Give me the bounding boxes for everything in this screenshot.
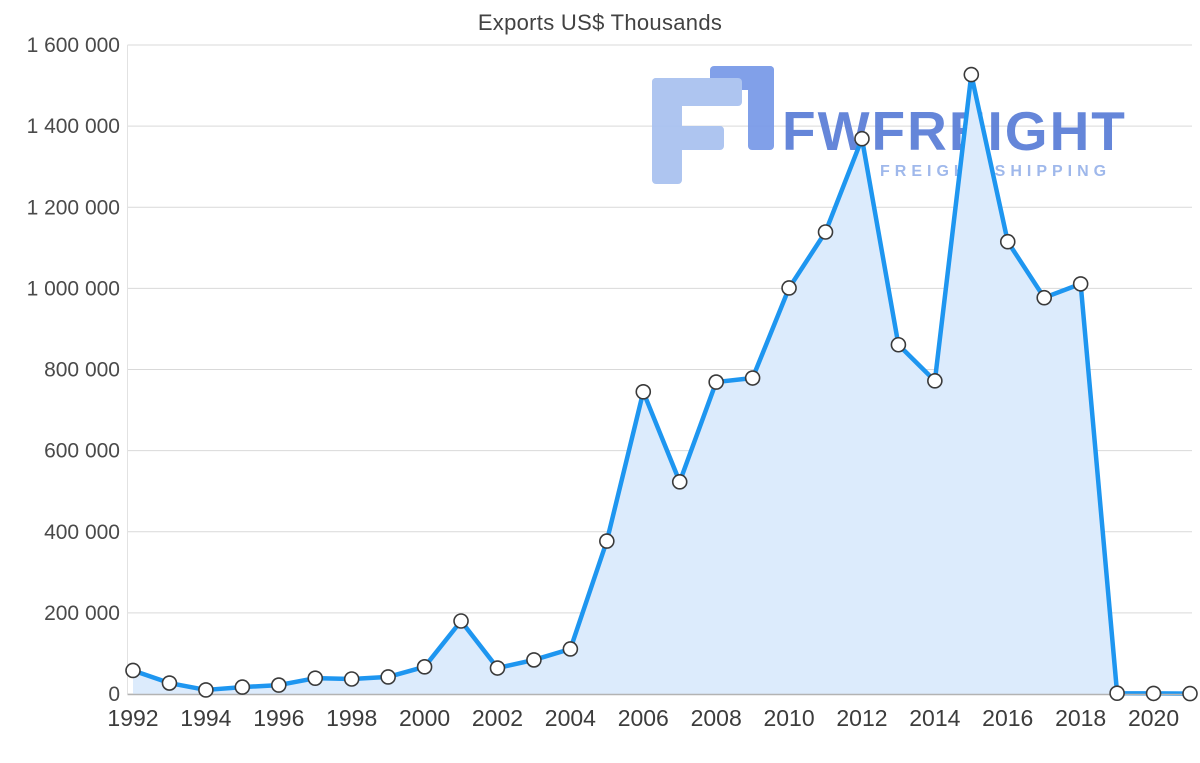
x-axis-tick-label: 2000 bbox=[399, 705, 450, 731]
y-axis-tick-label: 1 000 000 bbox=[27, 277, 120, 300]
y-axis-tick-label: 1 400 000 bbox=[27, 115, 120, 138]
series-area bbox=[133, 74, 1190, 695]
data-point-marker[interactable] bbox=[708, 374, 724, 390]
data-point-marker[interactable] bbox=[781, 280, 797, 296]
data-point-marker[interactable] bbox=[854, 130, 870, 147]
data-point-marker[interactable] bbox=[562, 641, 579, 657]
x-axis-tick-label: 1992 bbox=[107, 705, 158, 731]
y-axis-tick-label: 1 600 000 bbox=[27, 34, 120, 57]
data-point-marker[interactable] bbox=[1036, 289, 1053, 306]
logo-shape bbox=[748, 66, 774, 150]
x-axis-tick-label: 2020 bbox=[1128, 705, 1179, 731]
x-axis-tick-label: 2012 bbox=[836, 705, 887, 731]
data-point-marker[interactable] bbox=[526, 652, 542, 668]
x-axis-tick-label: 2014 bbox=[909, 705, 960, 731]
data-point-marker[interactable] bbox=[1109, 685, 1125, 701]
y-axis-tick-label: 200 000 bbox=[44, 602, 120, 625]
y-axis-tick-label: 400 000 bbox=[44, 521, 120, 544]
data-point-marker[interactable] bbox=[817, 224, 834, 240]
x-axis-tick-label: 2002 bbox=[472, 705, 523, 731]
data-point-marker[interactable] bbox=[671, 474, 688, 490]
logo-shape bbox=[652, 126, 724, 150]
data-point-marker[interactable] bbox=[489, 660, 506, 676]
watermark-brand-text: FWFREIGHT bbox=[782, 100, 1127, 162]
data-point-marker[interactable] bbox=[343, 671, 360, 687]
y-axis-tick-label: 600 000 bbox=[44, 440, 120, 463]
data-point-marker[interactable] bbox=[999, 233, 1016, 250]
data-point-marker[interactable] bbox=[599, 533, 615, 549]
data-point-marker[interactable] bbox=[635, 384, 652, 400]
data-point-marker[interactable] bbox=[161, 675, 178, 691]
x-axis-tick-label: 1994 bbox=[180, 705, 231, 731]
fwfreight-logo-icon bbox=[652, 66, 774, 184]
x-axis-tick-label: 2016 bbox=[982, 705, 1033, 731]
data-point-marker[interactable] bbox=[453, 613, 469, 629]
data-point-marker[interactable] bbox=[744, 370, 761, 386]
data-point-marker[interactable] bbox=[963, 66, 980, 83]
data-point-marker[interactable] bbox=[270, 677, 287, 693]
y-axis-tick-label: 0 bbox=[108, 683, 120, 706]
data-point-marker[interactable] bbox=[416, 659, 433, 675]
data-point-marker[interactable] bbox=[198, 682, 214, 698]
chart-title: Exports US$ Thousands bbox=[477, 10, 723, 35]
y-axis-tick-label: 1 200 000 bbox=[27, 196, 120, 219]
x-axis-tick-label: 2004 bbox=[545, 705, 596, 731]
x-axis-tick-label: 1998 bbox=[326, 705, 377, 731]
y-axis-tick-label: 800 000 bbox=[44, 359, 120, 382]
data-point-marker[interactable] bbox=[890, 336, 907, 353]
x-axis-tick-label: 2010 bbox=[763, 705, 814, 731]
data-point-marker[interactable] bbox=[1182, 685, 1198, 702]
data-point-marker[interactable] bbox=[927, 373, 943, 389]
data-point-marker[interactable] bbox=[234, 679, 251, 695]
data-point-marker[interactable] bbox=[307, 670, 324, 686]
x-axis-tick-label: 2008 bbox=[691, 705, 742, 731]
x-axis-tick-label: 2006 bbox=[618, 705, 669, 731]
data-point-marker[interactable] bbox=[125, 662, 141, 679]
data-point-marker[interactable] bbox=[1145, 685, 1162, 702]
x-axis-tick-label: 1996 bbox=[253, 705, 304, 731]
data-point-marker[interactable] bbox=[1072, 276, 1089, 292]
x-axis-tick-label: 2018 bbox=[1055, 705, 1106, 731]
data-point-marker[interactable] bbox=[380, 669, 396, 685]
